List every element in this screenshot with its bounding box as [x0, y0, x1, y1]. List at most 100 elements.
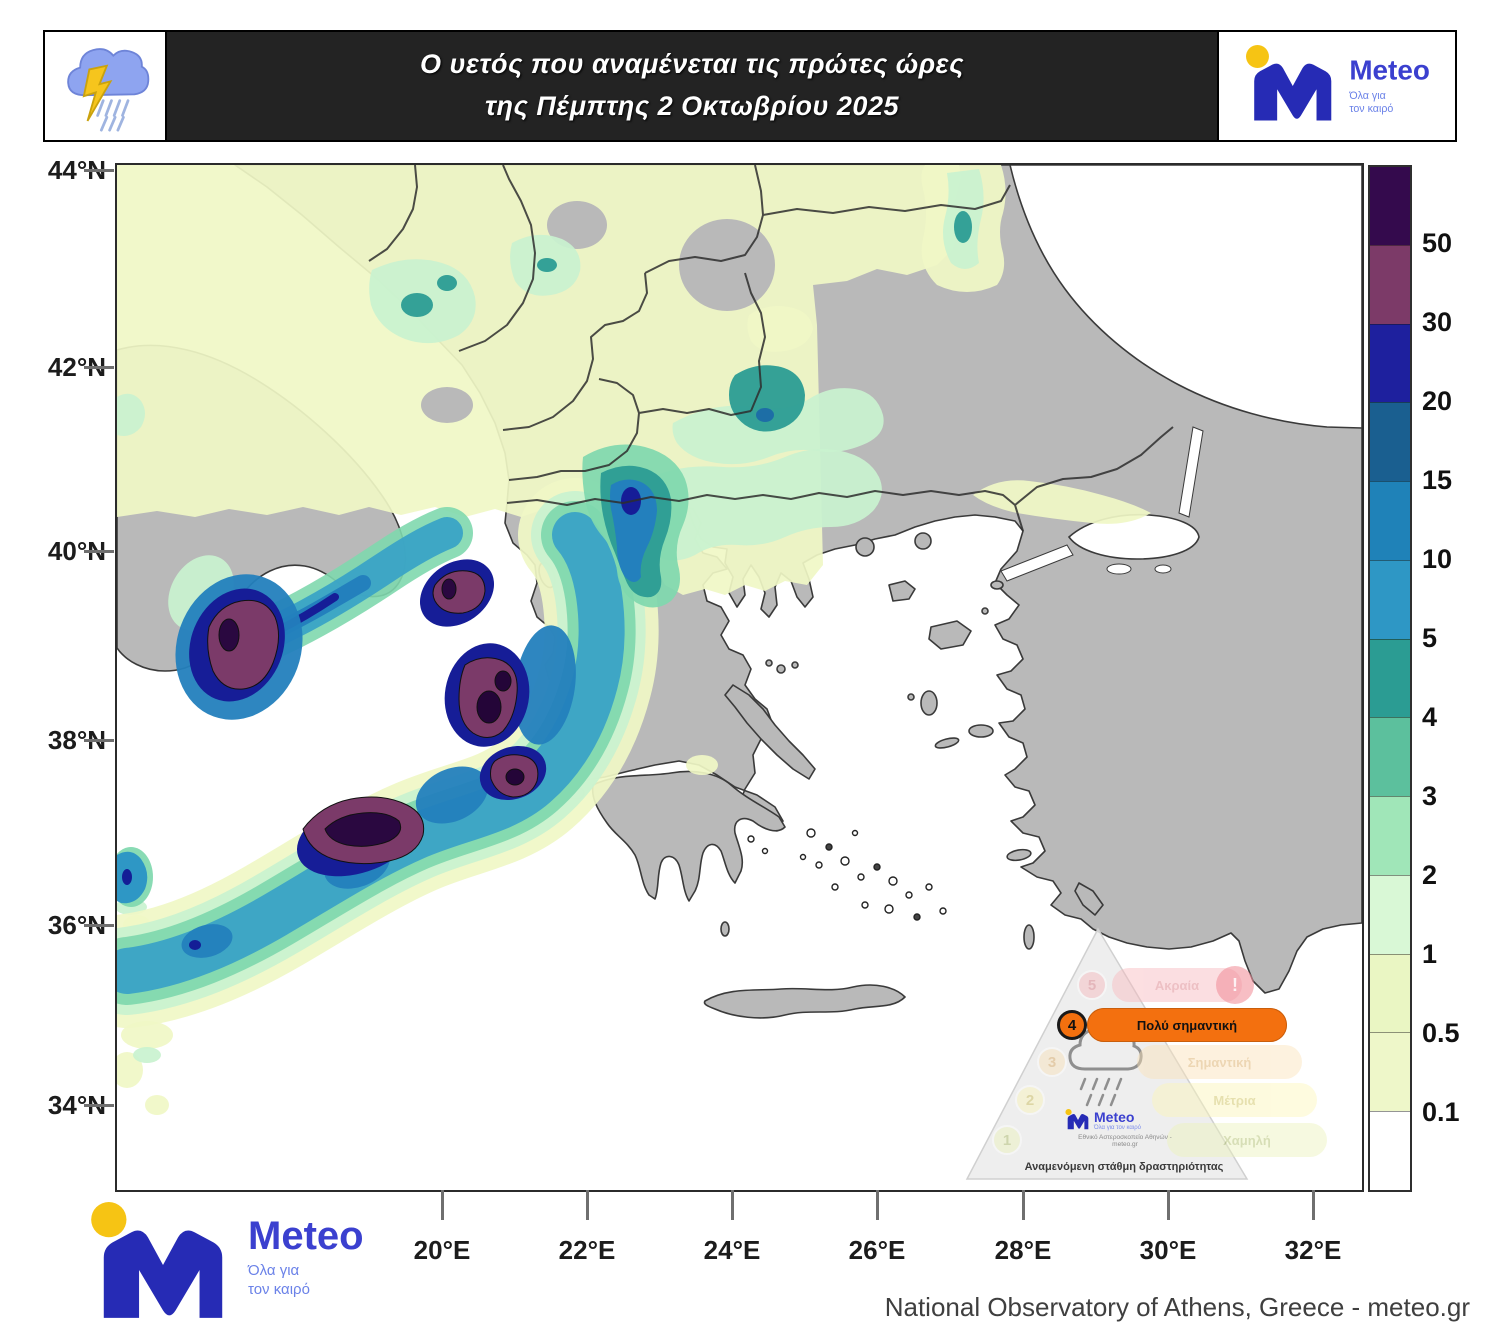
land-rhodes [1074, 882, 1104, 916]
legend-segment-8 [1370, 796, 1410, 875]
header-bar: Ο υετός που αναμένεται τις πρώτες ώρες τ… [43, 30, 1457, 142]
legend-segment-5 [1370, 559, 1410, 639]
land-peloponnese [591, 770, 786, 902]
legend-segment-9 [1370, 874, 1410, 954]
severity-level-5: 5 [1077, 970, 1107, 1000]
lon-label-30°E: 30°E [1139, 1235, 1197, 1265]
legend-value-1: 1 [1422, 939, 1438, 969]
lon-label-32°E: 32°E [1284, 1235, 1342, 1265]
attribution-text[interactable]: National Observatory of Athens, Greece -… [884, 1292, 1470, 1322]
dardanelles-strait [1000, 544, 1074, 582]
legend-segment-1 [1370, 244, 1410, 324]
lon-tick [731, 1190, 734, 1220]
legend-value-2: 2 [1422, 860, 1438, 890]
legend-value-20: 20 [1422, 386, 1453, 416]
severity-pill-4: Πολύ σημαντική [1087, 1008, 1287, 1042]
inset-logo-name: Meteo [1094, 1109, 1135, 1125]
land-samothraki [914, 532, 932, 550]
lon-label-26°E: 26°E [848, 1235, 906, 1265]
precipitation-field [117, 165, 1151, 1115]
severity-pill-3: Σημαντική [1137, 1045, 1302, 1079]
pyramid-caption: Αναμενόμενη στάθμη δραστηριότητας [1024, 1161, 1224, 1173]
land-euboea [724, 684, 816, 780]
bosporus-strait [1178, 426, 1204, 518]
legend-value-0.5: 0.5 [1422, 1018, 1460, 1048]
severity-level-3: 3 [1037, 1047, 1067, 1077]
lon-label-22°E: 22°E [558, 1235, 616, 1265]
meteo-logo-header[interactable]: Meteo Όλα για τον καιρό [1217, 32, 1455, 140]
storm-cloud-icon [67, 48, 150, 132]
severity-pyramid-inset: Ακραία 5 Πολύ σημαντική 4 Σημαντική 3 Μέτρια 2 Χ… [937, 927, 1347, 1189]
legend-value-15: 15 [1422, 465, 1453, 495]
legend-value-10: 10 [1422, 544, 1453, 574]
lon-tick [1167, 1190, 1170, 1220]
legend-segment-12 [1370, 1111, 1410, 1190]
legend-value-3: 3 [1422, 781, 1438, 811]
land-samos [968, 724, 994, 738]
lat-tick [84, 550, 114, 553]
severity-level-1: 1 [992, 1125, 1022, 1155]
legend-segment-6 [1370, 638, 1410, 718]
legend-value-50: 50 [1422, 228, 1453, 258]
precip-rhodope [401, 211, 972, 432]
lon-label-28°E: 28°E [994, 1235, 1052, 1265]
land-thasos [855, 537, 875, 557]
precip-north-cluster [582, 444, 689, 608]
lon-tick [1022, 1190, 1025, 1220]
footer-logo-tagline2: τον καιρό [248, 1280, 310, 1298]
legend-segment-11 [1370, 1032, 1410, 1112]
lon-label-20°E: 20°E [413, 1235, 471, 1265]
lon-label-24°E: 24°E [703, 1235, 761, 1265]
map-title-line1: Ο υετός που αναμένεται τις πρώτες ώρες [420, 49, 964, 80]
legend-segment-0 [1370, 167, 1410, 245]
storm-icon-box [45, 32, 167, 140]
lon-tick [1312, 1190, 1315, 1220]
legend-value-4: 4 [1422, 702, 1438, 732]
severity-pill-1: Χαμηλή [1167, 1123, 1327, 1157]
lat-tick [84, 169, 114, 172]
sea-overlays [1000, 165, 1362, 582]
meteo-logo-m-icon [1245, 45, 1332, 121]
legend-segment-3 [1370, 402, 1410, 482]
legend-segment-2 [1370, 323, 1410, 403]
map-title-line2: της Πέμπτης 2 Οκτωβρίου 2025 [485, 91, 899, 121]
land-crete [703, 984, 906, 1019]
meteo-logo-m-icon-footer [91, 1202, 223, 1318]
black-sea [1009, 165, 1362, 429]
legend-value-5: 5 [1422, 623, 1438, 653]
lon-tick [876, 1190, 879, 1220]
lon-tick [441, 1190, 444, 1220]
land-ikaria [934, 737, 960, 749]
land-karpathos [1023, 924, 1035, 950]
footer-logo-name: Meteo [248, 1214, 364, 1258]
lat-tick [84, 924, 114, 927]
lightning-bolt [82, 64, 113, 122]
country-borders [368, 165, 1174, 532]
land-lesbos [928, 620, 972, 650]
weather-map: Ακραία 5 Πολύ σημαντική 4 Σημαντική 3 Μέτρια 2 Χ… [115, 163, 1364, 1192]
legend-segment-4 [1370, 481, 1410, 560]
land-chios [920, 690, 938, 716]
lat-tick [84, 1104, 114, 1107]
meteo-logo-inset: Meteo Όλα για τον καιρό Εθνικό Αστεροσκο… [1065, 1109, 1185, 1148]
meteo-logo-tagline2: τον καιρό [1349, 102, 1394, 115]
meteo-logo-tagline1: Όλα για [1349, 89, 1386, 102]
legend-segment-7 [1370, 717, 1410, 797]
lat-tick [84, 739, 114, 742]
legend-segment-10 [1370, 953, 1410, 1033]
severity-level-2: 2 [1015, 1085, 1045, 1115]
land-limnos [888, 580, 916, 602]
precip-extreme-cores [189, 559, 547, 877]
meteo-logo-footer[interactable]: Meteo Όλα για τον καιρό [88, 1202, 364, 1328]
precip-left-edge [117, 847, 153, 907]
map-title: Ο υετός που αναμένεται τις πρώτες ώρες τ… [167, 32, 1217, 140]
meteo-logo-name: Meteo [1349, 54, 1430, 86]
dry-gaps [421, 201, 775, 423]
extreme-warning-icon: ! [1216, 966, 1254, 1004]
pyramid-triangle [965, 927, 1249, 1180]
cyclades-islands [747, 828, 947, 921]
rain-streaks [96, 99, 130, 132]
legend-value-0.1: 0.1 [1422, 1097, 1460, 1127]
severity-level-4: 4 [1057, 1010, 1087, 1040]
precipitation-legend [1368, 165, 1412, 1192]
